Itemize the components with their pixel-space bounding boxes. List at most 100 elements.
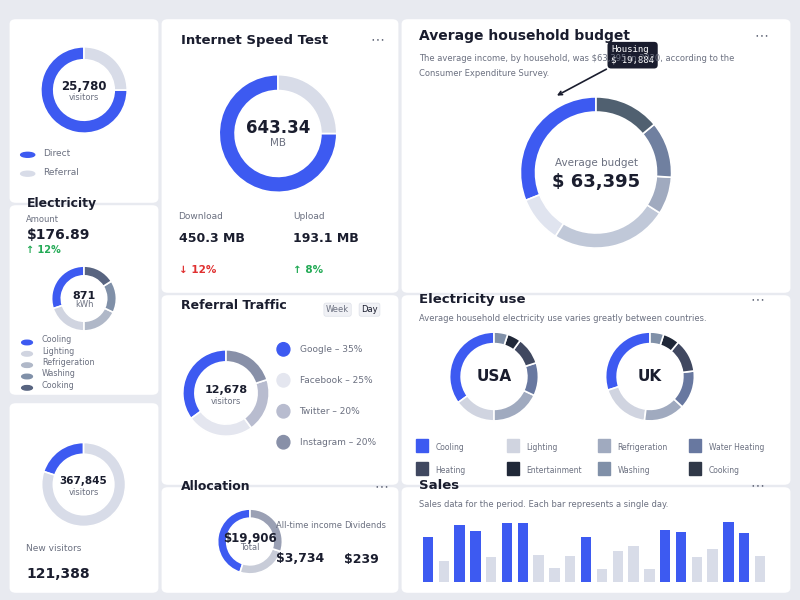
Text: 367,845: 367,845	[60, 476, 107, 486]
Bar	[416, 439, 428, 452]
Text: visitors: visitors	[69, 488, 98, 497]
Text: 193.1 MB: 193.1 MB	[293, 232, 358, 245]
Circle shape	[277, 343, 290, 356]
Wedge shape	[183, 350, 226, 418]
Wedge shape	[514, 341, 536, 367]
Wedge shape	[642, 124, 671, 177]
Text: Sales: Sales	[419, 479, 459, 492]
Text: ⋯: ⋯	[750, 292, 764, 306]
Bar	[723, 522, 734, 582]
Wedge shape	[494, 391, 534, 421]
Text: $176.89: $176.89	[26, 228, 90, 242]
Text: Download: Download	[178, 212, 223, 221]
Wedge shape	[494, 332, 508, 345]
Wedge shape	[244, 380, 269, 428]
Text: ⋯: ⋯	[754, 29, 768, 43]
Text: Cooking: Cooking	[709, 466, 740, 475]
Bar	[438, 560, 449, 582]
Text: Average household electricity use varies greatly between countries.: Average household electricity use varies…	[419, 314, 707, 323]
Text: ⋯: ⋯	[374, 479, 388, 493]
Bar	[454, 524, 465, 582]
Wedge shape	[450, 332, 494, 403]
Text: Google – 35%: Google – 35%	[299, 345, 362, 354]
Bar	[598, 439, 610, 452]
Text: Amount: Amount	[26, 215, 59, 224]
Wedge shape	[84, 47, 127, 90]
Bar	[486, 557, 496, 582]
Wedge shape	[526, 195, 563, 236]
Circle shape	[277, 374, 290, 387]
Text: visitors: visitors	[211, 397, 241, 406]
Wedge shape	[218, 509, 250, 572]
Text: ⋯: ⋯	[750, 478, 764, 492]
Text: Average household budget: Average household budget	[419, 29, 630, 43]
Text: 12,678: 12,678	[205, 385, 247, 395]
Circle shape	[277, 436, 290, 449]
Text: ↑ 12%: ↑ 12%	[26, 245, 61, 254]
Text: Average budget: Average budget	[554, 158, 638, 169]
Wedge shape	[84, 266, 111, 286]
Text: $ 63,395: $ 63,395	[552, 173, 640, 191]
Text: Referral: Referral	[43, 168, 79, 177]
Bar	[550, 568, 559, 582]
Text: Washing: Washing	[42, 370, 76, 379]
Text: Facebook – 25%: Facebook – 25%	[299, 376, 372, 385]
Bar	[660, 530, 670, 582]
Wedge shape	[674, 371, 694, 407]
Wedge shape	[647, 176, 671, 213]
Bar	[597, 569, 607, 582]
Bar	[534, 555, 544, 582]
Circle shape	[21, 171, 34, 176]
Text: Referral Traffic: Referral Traffic	[181, 299, 286, 312]
Circle shape	[22, 374, 33, 379]
Text: 121,388: 121,388	[26, 567, 90, 581]
Text: visitors: visitors	[69, 93, 99, 102]
Text: 871: 871	[72, 291, 96, 301]
Text: Water Heating: Water Heating	[709, 443, 764, 452]
Text: Upload: Upload	[293, 212, 325, 221]
Bar	[598, 462, 610, 475]
Wedge shape	[504, 334, 520, 350]
Wedge shape	[645, 399, 682, 421]
Wedge shape	[52, 266, 84, 308]
Text: USA: USA	[477, 369, 511, 384]
Wedge shape	[191, 411, 251, 436]
Bar	[755, 556, 766, 582]
Text: Housing
$ 19,884: Housing $ 19,884	[558, 46, 654, 95]
Text: Refrigeration: Refrigeration	[42, 358, 94, 367]
Bar	[506, 439, 519, 452]
Bar	[629, 546, 638, 582]
Text: Lighting: Lighting	[526, 443, 558, 452]
Text: Lighting: Lighting	[42, 347, 74, 356]
Text: $19,906: $19,906	[223, 532, 277, 545]
Text: ↓ 12%: ↓ 12%	[178, 265, 216, 275]
Circle shape	[22, 386, 33, 390]
Bar	[676, 532, 686, 582]
Wedge shape	[240, 549, 281, 574]
Bar	[739, 533, 750, 582]
Bar	[502, 523, 512, 582]
Wedge shape	[608, 386, 646, 421]
Text: $3,734: $3,734	[276, 553, 324, 565]
Text: Heating: Heating	[436, 466, 466, 475]
Bar	[416, 462, 428, 475]
Circle shape	[22, 340, 33, 345]
Text: 25,780: 25,780	[62, 80, 106, 93]
Wedge shape	[42, 443, 126, 527]
Text: UK: UK	[638, 369, 662, 384]
Wedge shape	[44, 443, 83, 475]
Bar	[506, 462, 519, 475]
Text: Week: Week	[326, 305, 349, 314]
Text: MB: MB	[270, 139, 286, 148]
Wedge shape	[103, 281, 116, 312]
Text: Cooking: Cooking	[42, 381, 74, 390]
Text: New visitors: New visitors	[26, 544, 82, 553]
Wedge shape	[521, 97, 596, 200]
Wedge shape	[278, 75, 337, 133]
Bar	[581, 536, 591, 582]
Wedge shape	[660, 334, 678, 351]
Wedge shape	[53, 305, 84, 331]
Text: Direct: Direct	[43, 149, 70, 158]
Text: Cooling: Cooling	[436, 443, 465, 452]
Text: Electricity: Electricity	[26, 197, 97, 210]
